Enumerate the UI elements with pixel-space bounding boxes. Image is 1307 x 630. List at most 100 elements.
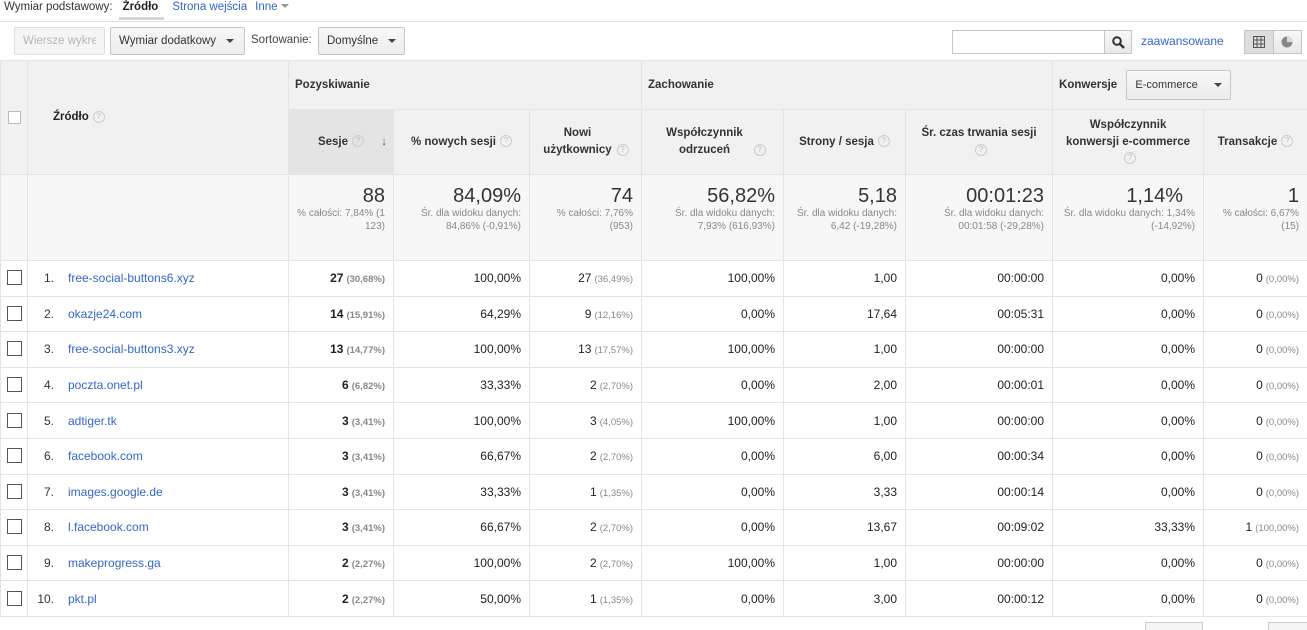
total-sessions-sub: % całości: 7,84% (1 123)	[297, 208, 385, 232]
bounce-rate-value: 100,00%	[727, 413, 775, 428]
avg-duration-header-label: Śr. czas trwania sesji	[921, 127, 1037, 139]
row-checkbox[interactable]	[6, 448, 22, 464]
total-new-sessions-sub: Śr. dla widoku danych: 84,86% (-0,91%)	[420, 208, 521, 232]
row-checkbox[interactable]	[6, 305, 22, 321]
help-icon[interactable]: ?	[975, 143, 988, 156]
conversions-group-label: Konwersje	[1059, 79, 1118, 91]
avg-duration-value: 00:00:00	[997, 271, 1045, 286]
conversion-rate-value: 0,00%	[1161, 556, 1196, 571]
help-icon[interactable]: ?	[1281, 135, 1294, 148]
new-users-percent: (2,70%)	[599, 523, 633, 535]
source-link[interactable]: pkt.pl	[68, 591, 97, 606]
bounce-rate-value: 0,00%	[740, 520, 775, 535]
help-icon[interactable]: ?	[616, 143, 629, 156]
source-link[interactable]: adtiger.tk	[68, 413, 117, 428]
help-icon[interactable]: ?	[500, 135, 512, 148]
pages-per-session-cell: 13,67	[783, 509, 906, 546]
source-link[interactable]: okazje24.com	[68, 306, 143, 321]
pages-per-session-column-header[interactable]: Strony / sesja?	[783, 109, 906, 175]
sort-dropdown[interactable]: Domyślne	[318, 27, 405, 55]
sessions-percent: (2,27%)	[351, 559, 385, 571]
source-link[interactable]: free-social-buttons6.xyz	[68, 271, 195, 286]
avg-duration-value: 00:00:00	[997, 413, 1045, 428]
dimension-tab-source[interactable]: Źródło	[118, 0, 165, 20]
table-row: 2. okazje24.com 14 (15,91%) 64,29% 9 (12,16%) 0…	[0, 295, 1307, 333]
pagination-button[interactable]	[1145, 622, 1203, 630]
acquisition-group-label: Pozyskiwanie	[295, 79, 370, 91]
pagination-button[interactable]	[1268, 622, 1307, 630]
plot-rows-button[interactable]: Wiersze wykresu	[14, 27, 105, 55]
avg-duration-cell: 00:00:34	[904, 437, 1054, 475]
new-users-value: 13	[578, 342, 592, 357]
row-checkbox[interactable]	[6, 341, 22, 357]
secondary-dimension-dropdown[interactable]: Wymiar dodatkowy	[110, 27, 245, 55]
bounce-rate-value: 100,00%	[727, 271, 775, 286]
row-checkbox[interactable]	[6, 270, 22, 286]
total-conversion-rate: 1,14% Śr. dla widoku danych: 1,34% (-14,9…	[1052, 174, 1205, 261]
row-checkbox[interactable]	[6, 377, 22, 393]
pie-view-button[interactable]	[1273, 31, 1301, 53]
new-users-column-header[interactable]: Nowi użytkownicy?	[529, 109, 642, 175]
row-index: 3.	[43, 342, 54, 357]
help-icon[interactable]: ?	[352, 135, 365, 148]
row-checkbox[interactable]	[6, 412, 22, 428]
dimension-link-landing-page[interactable]: Strona wejścia	[172, 1, 248, 13]
total-new-users: 74% całości: 7,76% (953)	[529, 174, 642, 261]
sort-descending-icon: ↓	[381, 135, 387, 148]
new-sessions-value: 100,00%	[473, 271, 521, 286]
help-icon[interactable]: ?	[753, 143, 766, 156]
bounce-rate-cell: 100,00%	[641, 402, 784, 439]
row-checkbox[interactable]	[6, 590, 22, 606]
bounce-rate-column-header[interactable]: Współczynnik odrzuceń?	[641, 109, 784, 175]
sessions-percent: (3,41%)	[351, 487, 385, 499]
bounce-rate-cell: 100,00%	[641, 260, 784, 297]
conversion-rate-column-header[interactable]: Współczynnik konwersji e-commerce?	[1052, 109, 1205, 175]
sessions-percent: (30,68%)	[346, 274, 385, 286]
transactions-value: 0	[1256, 271, 1263, 286]
new-users-cell: 2 (2,70%)	[529, 366, 642, 404]
source-column-header[interactable]: Źródło?	[27, 60, 289, 175]
sessions-header-label: Sesje	[317, 135, 349, 148]
new-sessions-cell: 100,00%	[393, 331, 530, 368]
sessions-percent: (14,77%)	[346, 345, 385, 357]
source-link[interactable]: makeprogress.ga	[68, 556, 161, 571]
sessions-cell: 2 (2,27%)	[288, 544, 394, 582]
row-checkbox[interactable]	[6, 483, 22, 499]
source-link[interactable]: l.facebook.com	[68, 520, 149, 535]
sessions-column-header[interactable]: Sesje? ↓	[288, 109, 394, 175]
total-transactions-value: 1	[1287, 185, 1300, 207]
sessions-value: 3	[342, 520, 349, 535]
help-icon[interactable]: ?	[92, 111, 105, 124]
behavior-group-header: Zachowanie	[640, 60, 1054, 110]
table-view-button[interactable]	[1245, 31, 1274, 53]
new-sessions-column-header[interactable]: % nowych sesji?	[393, 109, 530, 175]
select-all-checkbox[interactable]	[7, 110, 21, 124]
search-input[interactable]	[952, 30, 1132, 54]
search-button[interactable]	[1104, 30, 1132, 54]
transactions-column-header[interactable]: Transakcje?	[1203, 109, 1307, 175]
transactions-percent: (0,00%)	[1265, 594, 1300, 606]
row-index: 7.	[43, 484, 54, 499]
row-checkbox[interactable]	[6, 555, 22, 571]
total-sessions-value: 88	[362, 185, 385, 207]
avg-duration-column-header[interactable]: Śr. czas trwania sesji?	[904, 109, 1054, 175]
source-link[interactable]: poczta.onet.pl	[68, 378, 143, 393]
source-link[interactable]: free-social-buttons3.xyz	[68, 342, 195, 357]
conversion-type-dropdown[interactable]: E-commerce	[1126, 70, 1231, 100]
source-link[interactable]: images.google.de	[68, 484, 163, 499]
row-checkbox[interactable]	[6, 519, 22, 535]
new-users-cell: 9 (12,16%)	[529, 295, 642, 333]
help-icon[interactable]: ?	[877, 135, 890, 148]
total-pages-sub: Śr. dla widoku danych: 6,42 (-19,28%)	[796, 208, 897, 232]
transactions-value: 0	[1256, 306, 1263, 321]
advanced-filter-link[interactable]: zaawansowane	[1141, 34, 1224, 48]
transactions-percent: (100,00%)	[1255, 523, 1300, 535]
dimension-link-other[interactable]: Inne	[255, 0, 289, 15]
transactions-header-label: Transakcje	[1217, 135, 1278, 148]
help-icon[interactable]: ?	[1124, 152, 1137, 165]
new-users-value: 1	[590, 591, 597, 606]
row-checkbox-cell	[0, 366, 28, 404]
conversion-rate-value: 0,00%	[1161, 306, 1196, 321]
bounce-rate-value: 0,00%	[740, 306, 775, 321]
source-link[interactable]: facebook.com	[68, 449, 143, 464]
